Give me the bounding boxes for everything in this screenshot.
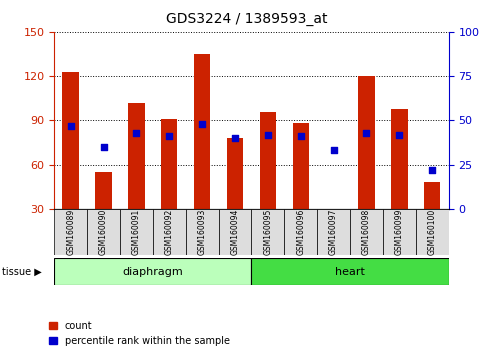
Bar xyxy=(284,209,317,255)
Bar xyxy=(128,103,144,209)
Bar xyxy=(358,76,375,209)
Text: GSM160100: GSM160100 xyxy=(428,209,437,255)
Text: GSM160090: GSM160090 xyxy=(99,209,108,255)
Bar xyxy=(227,138,243,209)
Bar xyxy=(292,123,309,209)
Text: GSM160098: GSM160098 xyxy=(362,209,371,255)
Bar xyxy=(350,209,383,255)
Text: GSM160094: GSM160094 xyxy=(231,209,240,255)
Text: GSM160089: GSM160089 xyxy=(66,209,75,255)
Bar xyxy=(416,209,449,255)
Text: GSM160095: GSM160095 xyxy=(263,209,272,255)
Text: GSM160097: GSM160097 xyxy=(329,209,338,255)
Point xyxy=(133,130,141,136)
Bar xyxy=(120,209,153,255)
Text: diaphragm: diaphragm xyxy=(122,267,183,277)
Point xyxy=(362,130,370,136)
Point xyxy=(165,133,173,139)
Bar xyxy=(383,209,416,255)
Point xyxy=(428,167,436,173)
Bar xyxy=(251,258,449,285)
Point xyxy=(198,121,206,127)
Text: tissue ▶: tissue ▶ xyxy=(2,267,42,277)
Text: GSM160096: GSM160096 xyxy=(296,209,305,255)
Bar xyxy=(186,209,218,255)
Legend: count, percentile rank within the sample: count, percentile rank within the sample xyxy=(49,321,230,346)
Point xyxy=(231,135,239,141)
Bar xyxy=(391,109,408,209)
Bar xyxy=(194,54,211,209)
Text: GSM160092: GSM160092 xyxy=(165,209,174,255)
Point xyxy=(100,144,107,150)
Bar xyxy=(424,182,440,209)
Text: GDS3224 / 1389593_at: GDS3224 / 1389593_at xyxy=(166,12,327,27)
Text: heart: heart xyxy=(335,267,365,277)
Bar xyxy=(153,209,186,255)
Point xyxy=(297,133,305,139)
Point xyxy=(330,148,338,153)
Point xyxy=(395,132,403,137)
Point xyxy=(67,123,74,129)
Bar xyxy=(54,209,87,255)
Bar xyxy=(317,209,350,255)
Bar xyxy=(218,209,251,255)
Bar xyxy=(87,209,120,255)
Bar xyxy=(63,72,79,209)
Bar xyxy=(251,209,284,255)
Text: GSM160099: GSM160099 xyxy=(395,209,404,255)
Bar xyxy=(54,258,251,285)
Bar xyxy=(95,172,112,209)
Bar xyxy=(260,112,276,209)
Point xyxy=(264,132,272,137)
Text: GSM160091: GSM160091 xyxy=(132,209,141,255)
Bar xyxy=(161,119,177,209)
Text: GSM160093: GSM160093 xyxy=(198,209,207,255)
